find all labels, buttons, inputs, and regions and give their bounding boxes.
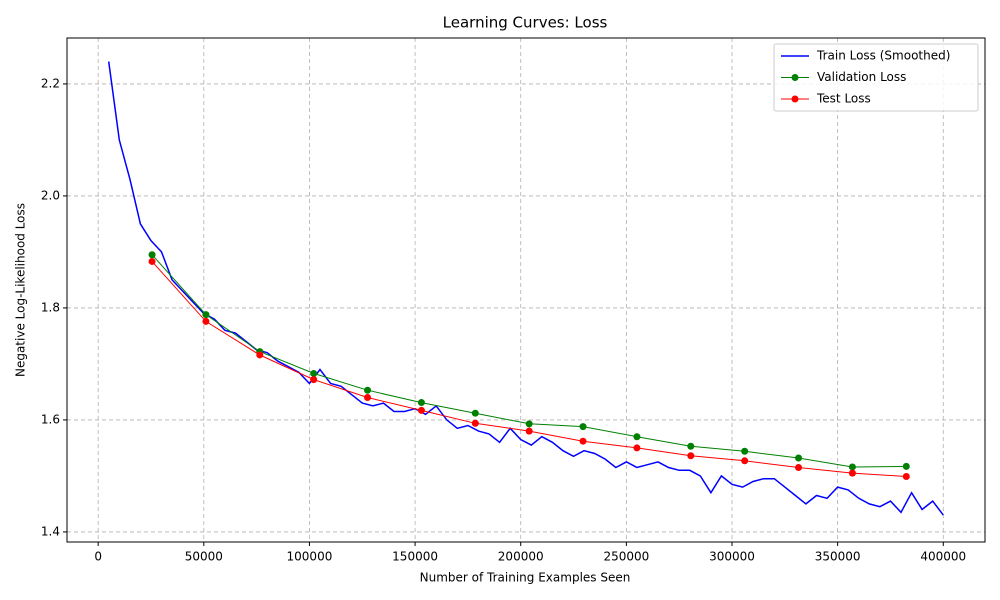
series-point xyxy=(417,406,425,414)
legend-label: Train Loss (Smoothed) xyxy=(816,49,950,63)
y-tick-label: 1.6 xyxy=(41,412,60,426)
series-point xyxy=(202,317,210,325)
y-tick-label: 2.0 xyxy=(41,188,60,202)
legend-label: Validation Loss xyxy=(817,70,906,84)
legend-box xyxy=(773,43,979,112)
y-axis-label: Negative Log-Likelihood Loss xyxy=(14,203,28,377)
x-tick-label: 100000 xyxy=(287,550,333,564)
series-point xyxy=(202,311,210,319)
series-point xyxy=(795,464,803,472)
series-point xyxy=(579,437,587,445)
series-point xyxy=(364,394,372,402)
x-tick-label: 150000 xyxy=(392,550,438,564)
x-tick-label: 350000 xyxy=(815,550,861,564)
series-point xyxy=(633,444,641,452)
y-tick-label: 1.8 xyxy=(41,300,60,314)
x-tick-label: 300000 xyxy=(709,550,755,564)
y-tick-label: 2.2 xyxy=(41,76,60,90)
series-point xyxy=(741,447,749,455)
x-axis-label: Number of Training Examples Seen xyxy=(420,571,631,585)
series-point xyxy=(902,462,910,470)
series-point xyxy=(148,257,156,265)
series-point xyxy=(256,351,264,359)
x-tick-label: 50000 xyxy=(185,550,223,564)
series-point xyxy=(687,442,695,450)
legend-label: Test Loss xyxy=(816,92,871,106)
x-tick-label: 400000 xyxy=(920,550,966,564)
series-point xyxy=(902,472,910,480)
series-point xyxy=(417,399,425,407)
x-tick-label: 250000 xyxy=(603,550,649,564)
x-tick-label: 200000 xyxy=(498,550,544,564)
chart-title: Learning Curves: Loss xyxy=(443,14,608,32)
series-point xyxy=(148,251,156,259)
series-point xyxy=(364,386,372,394)
series-point xyxy=(525,420,533,428)
legend-marker xyxy=(791,74,799,81)
series-point xyxy=(471,409,479,417)
x-tick-label: 0 xyxy=(94,550,102,564)
series-point xyxy=(848,469,856,477)
series-point xyxy=(687,452,695,460)
plot-frame xyxy=(66,37,986,543)
series-point xyxy=(310,376,318,384)
series-point xyxy=(741,457,749,465)
series-point xyxy=(310,369,318,377)
series-point xyxy=(579,423,587,431)
series-point xyxy=(525,427,533,435)
series-point xyxy=(795,454,803,462)
series-point xyxy=(633,433,641,441)
legend-marker xyxy=(791,95,799,103)
y-tick-label: 1.4 xyxy=(41,524,60,538)
series-point xyxy=(848,463,856,471)
series-point xyxy=(471,419,479,427)
